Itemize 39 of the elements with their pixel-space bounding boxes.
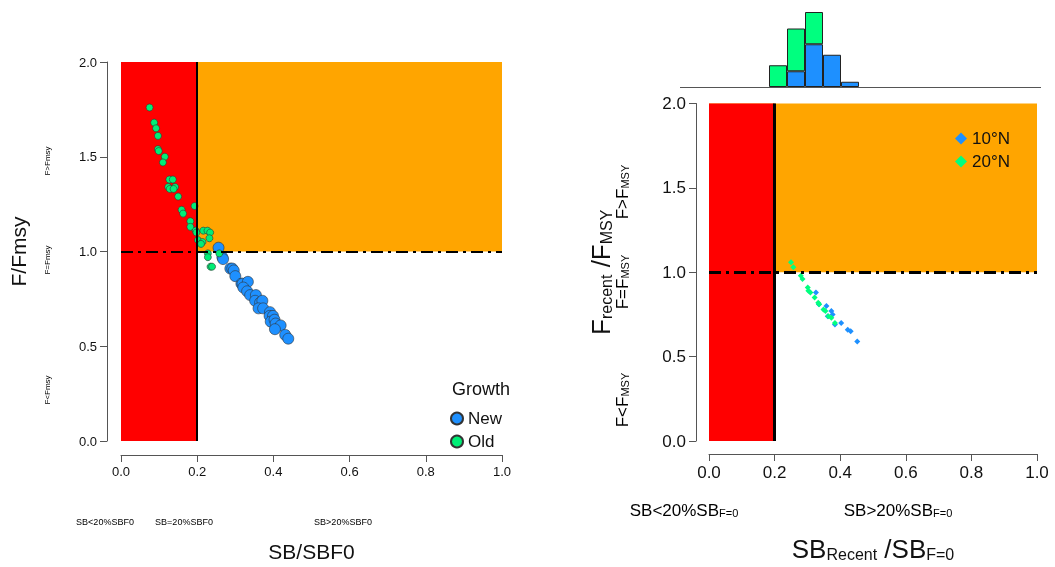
y-tick-label: 1.5 (78, 149, 97, 165)
text: SB>20%SBF=0 (843, 500, 953, 520)
y-tick-label: 0.0 (662, 431, 686, 451)
y-tick-label: 0.5 (662, 347, 686, 367)
x-tick-label: 0.0 (111, 464, 131, 479)
x-tick-label: 0.2 (188, 464, 207, 479)
y-tick-label: 1.5 (662, 178, 686, 198)
legend-label: Old (467, 432, 495, 451)
text: F<FMSY (612, 372, 632, 428)
y-tick-label: 0.5 (78, 338, 97, 354)
legend-label: 10°N (972, 129, 1010, 148)
x-tick-label: 0.6 (340, 464, 359, 479)
text: F=Fmsy (42, 245, 52, 275)
text: SB<20%SBF=0 (629, 500, 739, 520)
y-tick-label: 2.0 (662, 94, 686, 113)
text: F<Fmsy (42, 375, 52, 405)
x-axis-title: SB/SBF0 (268, 540, 355, 563)
text: SB<20%SBF0 (76, 517, 134, 527)
x-tick-label: 0.4 (828, 463, 853, 482)
y-tick-label: 0.0 (78, 433, 97, 449)
x-tick-label: 1.0 (1025, 463, 1049, 482)
x-tick-label: 0.6 (893, 463, 918, 482)
legend-label: 20°N (972, 152, 1010, 171)
y-tick-label: 2.0 (78, 54, 97, 70)
x-tick-label: 0.8 (959, 463, 984, 482)
x-tick-label: 0.0 (697, 463, 721, 482)
y-tick-label: 1.0 (662, 262, 686, 282)
x-tick-label: 1.0 (492, 464, 512, 479)
text: SB>20%SBF0 (314, 517, 372, 527)
y-axis-title: F/Fmsy (7, 216, 30, 287)
x-tick-label: 0.8 (416, 464, 435, 479)
y-tick-label: 1.0 (78, 244, 97, 259)
x-tick-label: 0.2 (762, 463, 787, 482)
text: F>Fmsy (42, 146, 52, 176)
legend-label: New (467, 409, 503, 428)
text: SB=20%SBF0 (155, 517, 213, 527)
x-axis-title: SBRecent /SBF=0 (791, 534, 955, 564)
x-tick-label: 0.4 (264, 464, 283, 479)
legend-title: Growth (451, 379, 511, 399)
